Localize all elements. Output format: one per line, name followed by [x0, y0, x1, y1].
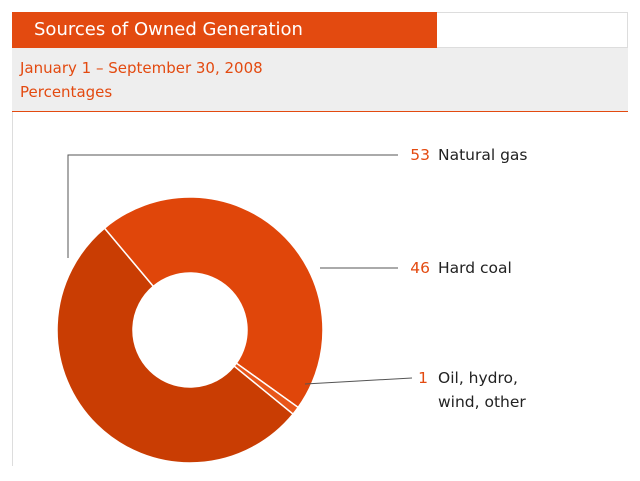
- slice: [233, 362, 300, 416]
- value-label: 46: [410, 259, 430, 277]
- header-filler: [437, 12, 628, 48]
- value-label: 53: [410, 146, 430, 164]
- subtitle: January 1 – September 30, 2008: [20, 59, 263, 77]
- subtitle-band: January 1 – September 30, 2008 Percentag…: [12, 48, 628, 112]
- value-label: 1: [418, 369, 428, 387]
- slice: [56, 227, 295, 464]
- chart-title: Sources of Owned Generation: [12, 12, 437, 48]
- frame-line: [12, 112, 13, 466]
- leader-line: [67, 154, 398, 258]
- unit-label: Percentages: [20, 83, 113, 101]
- category-label: Hard coal: [438, 259, 512, 277]
- leader-line: [304, 377, 413, 385]
- category-label: Natural gas: [438, 146, 528, 164]
- slice: [103, 196, 324, 409]
- category-label: Oil, hydro, wind, other: [438, 369, 526, 411]
